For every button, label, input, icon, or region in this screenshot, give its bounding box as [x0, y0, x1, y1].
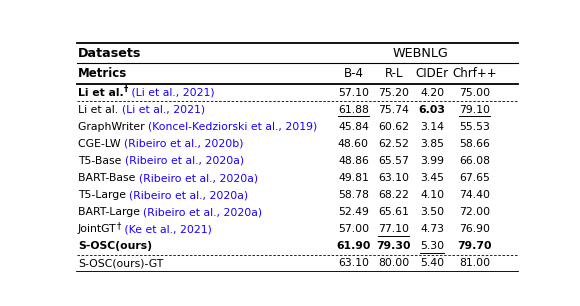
Text: 3.45: 3.45 — [420, 173, 444, 183]
Text: 65.61: 65.61 — [379, 207, 409, 217]
Text: (Ribeiro et al., 2020a): (Ribeiro et al., 2020a) — [129, 190, 248, 200]
Text: 75.00: 75.00 — [459, 88, 490, 98]
Text: 77.10: 77.10 — [378, 224, 409, 234]
Text: 79.10: 79.10 — [459, 105, 490, 115]
Text: S-OSC(ours)-GT: S-OSC(ours)-GT — [78, 259, 163, 268]
Text: (Li et al., 2021): (Li et al., 2021) — [122, 105, 205, 115]
Text: 75.74: 75.74 — [379, 105, 409, 115]
Text: R-L: R-L — [385, 67, 403, 80]
Text: 4.20: 4.20 — [420, 88, 444, 98]
Text: (Ribeiro et al., 2020a): (Ribeiro et al., 2020a) — [139, 173, 258, 183]
Text: 3.99: 3.99 — [420, 156, 444, 166]
Text: CIDEr: CIDEr — [415, 67, 449, 80]
Text: CGE-LW: CGE-LW — [78, 139, 124, 149]
Text: S-OSC(ours): S-OSC(ours) — [78, 241, 152, 251]
Text: Li et al.: Li et al. — [78, 88, 124, 98]
Text: T5-Large: T5-Large — [78, 190, 129, 200]
Text: 48.86: 48.86 — [338, 156, 369, 166]
Text: 45.84: 45.84 — [338, 122, 369, 132]
Text: 72.00: 72.00 — [459, 207, 490, 217]
Text: T5-Base: T5-Base — [78, 156, 125, 166]
Text: B-4: B-4 — [343, 67, 364, 80]
Text: BART-Base: BART-Base — [78, 173, 139, 183]
Text: Li et al.: Li et al. — [78, 105, 122, 115]
Text: Metrics: Metrics — [78, 67, 127, 80]
Text: (Ribeiro et al., 2020a): (Ribeiro et al., 2020a) — [143, 207, 263, 217]
Text: 3.85: 3.85 — [420, 139, 444, 149]
Text: 57.00: 57.00 — [338, 224, 369, 234]
Text: Datasets: Datasets — [78, 47, 142, 60]
Text: 62.52: 62.52 — [379, 139, 409, 149]
Text: 65.57: 65.57 — [379, 156, 409, 166]
Text: 55.53: 55.53 — [459, 122, 490, 132]
Text: (Li et al., 2021): (Li et al., 2021) — [128, 88, 215, 98]
Text: 79.30: 79.30 — [376, 241, 411, 251]
Text: 67.65: 67.65 — [459, 173, 490, 183]
Text: 4.10: 4.10 — [420, 190, 444, 200]
Text: 68.22: 68.22 — [379, 190, 409, 200]
Text: 5.40: 5.40 — [420, 259, 444, 268]
Text: (Ribeiro et al., 2020a): (Ribeiro et al., 2020a) — [125, 156, 244, 166]
Text: (Koncel-Kedziorski et al., 2019): (Koncel-Kedziorski et al., 2019) — [148, 122, 317, 132]
Text: 80.00: 80.00 — [378, 259, 409, 268]
Text: 58.66: 58.66 — [459, 139, 490, 149]
Text: Chrf++: Chrf++ — [452, 67, 497, 80]
Text: †: † — [117, 222, 121, 231]
Text: 60.62: 60.62 — [378, 122, 409, 132]
Text: 81.00: 81.00 — [459, 259, 490, 268]
Text: 6.03: 6.03 — [419, 105, 445, 115]
Text: JointGT: JointGT — [78, 224, 117, 234]
Text: BART-Large: BART-Large — [78, 207, 143, 217]
Text: 61.88: 61.88 — [338, 105, 369, 115]
Text: 75.20: 75.20 — [378, 88, 409, 98]
Text: (Ribeiro et al., 2020b): (Ribeiro et al., 2020b) — [124, 139, 244, 149]
Text: 63.10: 63.10 — [338, 259, 369, 268]
Text: GraphWriter: GraphWriter — [78, 122, 148, 132]
Text: 66.08: 66.08 — [459, 156, 490, 166]
Text: 63.10: 63.10 — [378, 173, 409, 183]
Text: 74.40: 74.40 — [459, 190, 490, 200]
Text: 3.50: 3.50 — [420, 207, 444, 217]
Text: 61.90: 61.90 — [336, 241, 371, 251]
Text: †: † — [124, 85, 128, 94]
Text: 49.81: 49.81 — [338, 173, 369, 183]
Text: 4.73: 4.73 — [420, 224, 444, 234]
Text: 5.30: 5.30 — [420, 241, 444, 251]
Text: 52.49: 52.49 — [338, 207, 369, 217]
Text: 3.14: 3.14 — [420, 122, 444, 132]
Text: 48.60: 48.60 — [338, 139, 369, 149]
Text: 79.70: 79.70 — [458, 241, 492, 251]
Text: 76.90: 76.90 — [459, 224, 490, 234]
Text: (Ke et al., 2021): (Ke et al., 2021) — [121, 224, 212, 234]
Text: WEBNLG: WEBNLG — [393, 47, 449, 60]
Text: 57.10: 57.10 — [338, 88, 369, 98]
Text: 58.78: 58.78 — [338, 190, 369, 200]
